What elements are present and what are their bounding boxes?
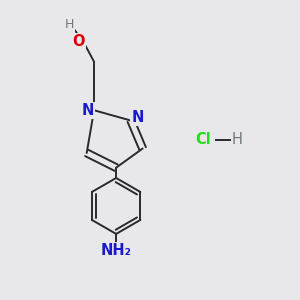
Text: Cl: Cl — [195, 132, 211, 147]
Text: N: N — [81, 103, 94, 118]
Text: NH₂: NH₂ — [100, 243, 132, 258]
Text: H: H — [65, 18, 74, 32]
Text: H: H — [231, 132, 242, 147]
Text: O: O — [72, 34, 85, 50]
Text: N: N — [131, 110, 143, 124]
